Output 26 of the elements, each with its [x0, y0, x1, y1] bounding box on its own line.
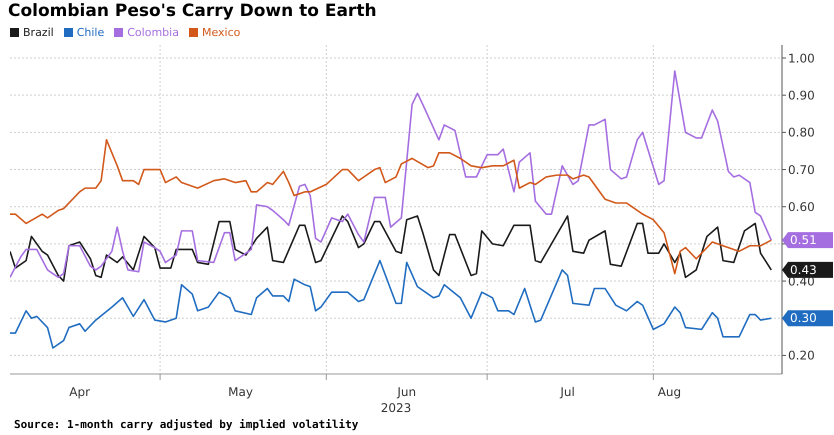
y-tick-label: 0.90 — [788, 88, 815, 102]
legend-label: Mexico — [202, 26, 240, 39]
annotation: 0.43 — [790, 262, 817, 277]
x-tick-label: May — [228, 385, 253, 399]
legend-label: Chile — [76, 26, 104, 39]
line-series — [10, 138, 772, 274]
line-series — [10, 215, 772, 282]
x-axis-title: 2023 — [380, 401, 412, 415]
x-tick-label: Jun — [396, 385, 416, 399]
y-tick-label: 0.40 — [788, 274, 815, 288]
line-series — [10, 70, 772, 278]
chart-title: Colombian Peso's Carry Down to Earth — [7, 0, 378, 22]
y-tick-label: 0.80 — [788, 126, 815, 140]
y-tick-label: 1.00 — [788, 51, 815, 66]
annotation: 0.51 — [790, 233, 817, 248]
y-tick-label: 0.60 — [788, 200, 815, 214]
y-tick-label: 0.20 — [788, 348, 815, 363]
source-note: Source: 1-month carry adjusted by implied volatility — [14, 418, 358, 431]
annotation: 0.30 — [790, 311, 817, 326]
x-tick-label: Aug — [658, 385, 682, 399]
legend-label: Colombia — [127, 26, 179, 39]
legend-label: Brazil — [23, 26, 54, 39]
line-series — [10, 260, 772, 349]
x-tick-label: Apr — [69, 385, 90, 399]
y-tick-label: 0.70 — [788, 162, 815, 177]
x-tick-label: Jul — [559, 385, 575, 399]
